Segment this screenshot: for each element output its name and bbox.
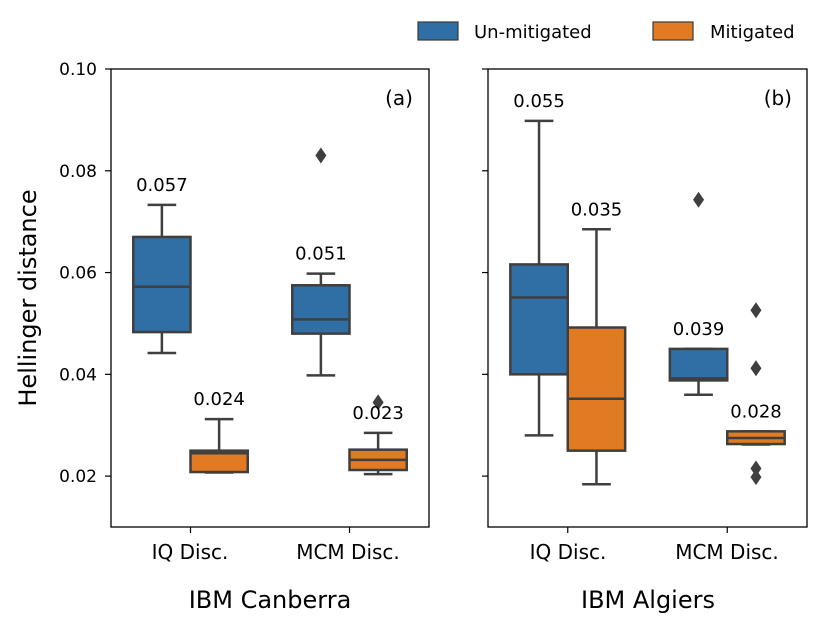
x-tick-label-b-iq: IQ Disc. [530, 540, 607, 564]
y-tick-label-0.04: 0.04 [59, 365, 97, 385]
box-a-iq-mitigated [189, 449, 249, 474]
plot-area-a: 0.057 0.051 0.024 0.023 [105, 68, 408, 533]
legend: Un-mitigated Mitigated [417, 21, 795, 43]
annotation-a-mcm-unmitigated: 0.051 [295, 244, 347, 265]
box-b-mcm-unmitigated [668, 347, 729, 382]
x-tick-label-a-mcm: MCM Disc. [296, 540, 400, 564]
y-tick-label-0.06: 0.06 [59, 264, 97, 284]
y-tick-label-0.10: 0.10 [59, 60, 97, 80]
legend-swatch-mitigated [652, 21, 694, 41]
annotation-b-mcm-mitigated: 0.028 [730, 401, 782, 422]
plot-area-b: 0.055 0.039 0.035 0.028 [482, 68, 786, 533]
box-a-mcm-unmitigated [291, 284, 351, 335]
box-b-iq-unmitigated [509, 263, 569, 376]
panel-label-b: (b) [764, 86, 792, 110]
annotation-b-iq-unmitigated: 0.055 [513, 91, 565, 112]
y-tick-labels: 0.02 0.04 0.06 0.08 0.10 [59, 60, 97, 487]
outlier-a-mcm-mitigated-0 [372, 394, 384, 411]
panel-a: 0.057 0.051 0.024 0.023 (a) IQ Disc. MCM Di… [105, 68, 430, 614]
outlier-b-mcm-mitigated-2 [750, 460, 762, 477]
annotation-a-mcm-mitigated: 0.023 [352, 403, 404, 424]
outlier-a-mcm-unmitigated-0 [315, 147, 327, 164]
x-tick-label-a-iq: IQ Disc. [152, 540, 229, 564]
outlier-b-mcm-mitigated-3 [750, 469, 762, 486]
panel-b: 0.055 0.039 0.035 0.028 (b) IQ Disc. MCM Di… [482, 68, 808, 614]
box-a-iq-unmitigated [132, 235, 192, 334]
box-b-iq-mitigated [566, 326, 627, 452]
outlier-b-mcm-mitigated-1 [750, 360, 762, 377]
x-axis-label-a: IBM Canberra [189, 586, 352, 614]
legend-label-unmitigated: Un-mitigated [474, 22, 592, 43]
legend-swatch-unmitigated [417, 21, 459, 41]
legend-label-mitigated: Mitigated [710, 22, 795, 43]
annotation-a-iq-mitigated: 0.024 [193, 389, 245, 410]
annotation-a-iq-unmitigated: 0.057 [136, 175, 188, 196]
outlier-b-mcm-mitigated-0 [750, 302, 762, 319]
x-tick-label-b-mcm: MCM Disc. [675, 540, 779, 564]
axes-frame-a [110, 68, 430, 528]
annotation-b-iq-mitigated: 0.035 [571, 199, 623, 220]
y-axis-label: Hellinger distance [14, 189, 42, 406]
y-tick-label-0.08: 0.08 [59, 162, 97, 182]
axes-frame-b [487, 68, 808, 528]
x-axis-label-b: IBM Algiers [581, 586, 715, 614]
annotation-b-mcm-unmitigated: 0.039 [673, 319, 725, 340]
y-tick-label-0.02: 0.02 [59, 467, 97, 487]
outlier-b-mcm-unmitigated-0 [693, 191, 705, 208]
panel-label-a: (a) [385, 86, 413, 110]
